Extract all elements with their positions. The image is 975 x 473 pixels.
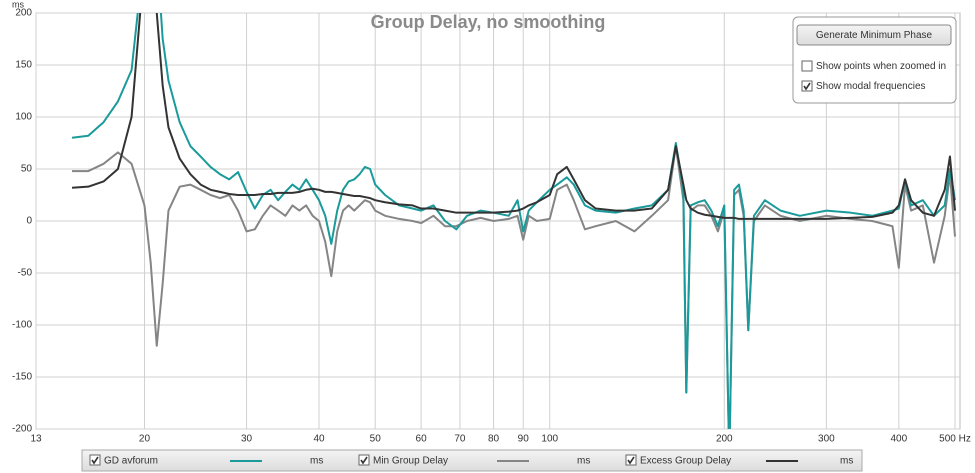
legend-unit: ms — [577, 456, 590, 467]
checkbox[interactable] — [358, 454, 370, 466]
x-tick-label: 50 — [370, 434, 382, 445]
y-tick-label: 100 — [15, 112, 32, 123]
y-tick-label: 150 — [15, 60, 32, 71]
y-tick-label: -100 — [12, 320, 32, 331]
x-tick-label: 300 — [818, 434, 835, 445]
x-tick-label: 500 Hz — [939, 434, 971, 445]
x-tick-label: 100 — [541, 434, 558, 445]
y-tick-label: 200 — [15, 8, 32, 19]
series-line — [71, 13, 956, 429]
checkbox[interactable] — [801, 60, 813, 72]
x-tick-label: 60 — [416, 434, 428, 445]
legend-label[interactable]: Min Group Delay — [373, 456, 448, 467]
legend-box — [81, 449, 863, 472]
checkmark[interactable] — [627, 456, 635, 465]
y-axis-unit: ms — [12, 0, 24, 9]
legend-label[interactable]: GD avforum — [104, 456, 158, 467]
x-tick-label: 40 — [313, 434, 325, 445]
x-tick-label: 13 — [30, 434, 42, 445]
y-tick-label: 0 — [26, 216, 32, 227]
option-label[interactable]: Show points when zoomed in — [816, 61, 946, 72]
legend-unit: ms — [840, 456, 853, 467]
checkbox[interactable] — [625, 454, 637, 466]
controls-panel: Generate Minimum Phase Show points when … — [792, 16, 957, 104]
chart-title: Group Delay, no smoothing — [371, 12, 606, 32]
x-tick-label: 30 — [241, 434, 253, 445]
checkmark[interactable] — [91, 456, 99, 465]
x-tick-label: 20 — [139, 434, 151, 445]
x-tick-label: 90 — [518, 434, 530, 445]
button[interactable] — [796, 24, 952, 46]
y-tick-label: -150 — [12, 372, 32, 383]
checkmark[interactable] — [803, 82, 811, 91]
legend-unit: ms — [310, 456, 323, 467]
checkbox[interactable] — [801, 80, 813, 92]
x-tick-label: 400 — [890, 434, 907, 445]
button-label[interactable]: Generate Minimum Phase — [816, 30, 933, 41]
x-tick-label: 200 — [716, 434, 733, 445]
checkbox[interactable] — [89, 454, 101, 466]
y-tick-label: -200 — [12, 424, 32, 435]
legend-label[interactable]: Excess Group Delay — [640, 456, 731, 467]
y-tick-label: -50 — [18, 268, 33, 279]
x-tick-label: 80 — [488, 434, 500, 445]
series-line — [71, 13, 957, 220]
checkmark[interactable] — [360, 456, 368, 465]
option-label[interactable]: Show modal frequencies — [816, 81, 926, 92]
x-tick-label: 70 — [454, 434, 466, 445]
y-tick-label: 50 — [21, 164, 33, 175]
